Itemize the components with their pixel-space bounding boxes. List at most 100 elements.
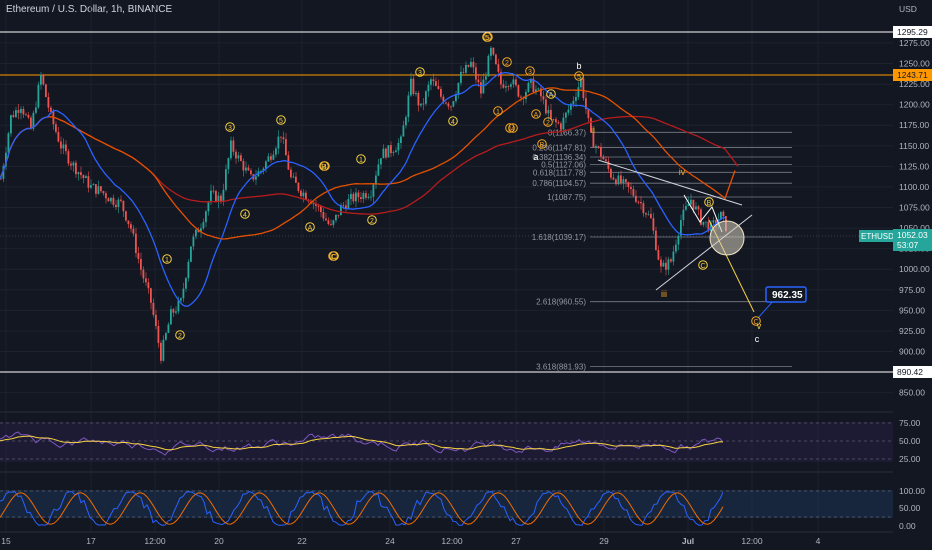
price-tick-label: 925.00 [899,326,925,336]
rsi-tick-label: 75.00 [899,418,921,428]
candle-body [140,258,142,270]
candle-body [445,102,447,104]
candle-body [637,201,640,203]
candle-body [385,148,387,158]
candle-body [585,98,587,110]
candle-body [520,96,522,98]
candle-body [65,144,67,152]
candle-body [627,182,630,187]
candle-body [292,176,295,178]
candle-body [377,164,380,176]
wave-label: A [534,112,539,119]
candle-body [45,84,47,97]
orange-level-tag: 1243.71 [897,70,928,80]
candle-body [405,117,407,126]
wave-label: b [576,61,581,71]
candle-body [680,220,682,236]
candle-body [212,190,215,192]
wave-label: 4 [451,119,455,126]
countdown-tag: 53:07 [897,240,919,250]
price-tags: 1295.29 1243.71 890.42 ETHUSD 1052.03 53… [765,26,932,378]
candle-body [382,148,385,159]
fib-extension[interactable]: 0(1166.37)0.236(1147.81)0.382(1136.34)0.… [532,128,792,371]
wave-label-circle [276,115,286,125]
candle-body [495,54,497,65]
candle-body [237,155,240,159]
candle-body [180,298,182,301]
candle-body [577,87,580,97]
wave-label: 1 [359,157,363,164]
wave-label-circle [543,117,553,127]
candle-body [575,96,577,101]
candle-body [247,167,250,171]
wave-label: ii [591,125,595,135]
candle-body [177,300,180,312]
wave-label: c [755,334,760,344]
wave-label: 2 [370,218,374,225]
candle-body [652,218,655,231]
candle-body [532,78,535,93]
candle-body [415,92,417,94]
time-tick-label: 12:00 [741,536,763,546]
candle-body [362,193,365,199]
candle-body [467,64,470,67]
fib-level-label: 0.382(1136.34) [532,153,586,162]
candle-body [365,193,367,198]
candles [0,46,727,364]
wave-label: 5 [577,74,581,81]
candle-body [610,168,612,178]
candle-body [50,107,52,112]
wave-label: 2 [546,120,550,127]
candle-body [267,156,270,162]
chart-title: Ethereum / U.S. Dollar, 1h, BINANCE [6,4,173,15]
candle-body [90,185,92,188]
wave-label: iv [679,167,686,177]
candle-body [502,84,505,88]
candle-body [367,196,370,198]
time-tick-label: 4 [816,536,821,546]
candle-body [170,309,172,325]
candle-body [105,193,107,199]
candle-body [465,64,467,73]
highlight-circle[interactable] [709,220,745,256]
candle-body [75,162,77,175]
candle-body [375,175,377,185]
candle-body [687,204,690,207]
fib-level-label: 1(1087.75) [547,193,586,202]
price-tick-label: 975.00 [899,285,925,295]
price-axis[interactable]: USD 1275.00 1250.00 1225.00 1200.00 1175.00 11… [899,4,930,398]
candle-body [647,213,650,215]
price-tick-label: 1075.00 [899,203,930,213]
price-tick-label: 900.00 [899,347,925,357]
candle-body [132,228,135,234]
price-tick-label: 1100.00 [899,182,929,192]
last-price-tag: 1052.03 [897,230,928,240]
price-tick-label: 1275.00 [899,38,930,48]
candle-body [357,192,360,198]
candle-body [187,261,190,279]
candle-body [482,79,485,94]
fib-level-label: 0(1166.37) [548,128,586,137]
time-axis[interactable]: 15 17 12:00 20 22 24 12:00 27 29 Jul 12:00 4 [1,536,820,546]
candle-body [115,204,117,207]
candle-body [355,192,357,202]
wave-label: B [540,142,545,149]
candle-body [510,84,512,87]
candle-body [537,88,540,90]
fib-level-label: 0.5(1127.06) [541,161,586,170]
wave-label-circle [698,260,708,270]
wedge-drawing[interactable] [597,159,776,319]
candle-body [462,71,465,73]
candle-body [285,139,287,156]
candle-body [80,172,82,176]
candle-body [372,184,375,197]
candle-body [437,86,440,89]
candle-body [660,259,662,267]
rsi-panel-band [0,422,893,462]
wave-label: C [700,263,705,270]
candle-body [32,112,35,129]
candle-body [435,81,437,87]
candle-body [70,163,72,166]
candle-body [605,159,607,162]
